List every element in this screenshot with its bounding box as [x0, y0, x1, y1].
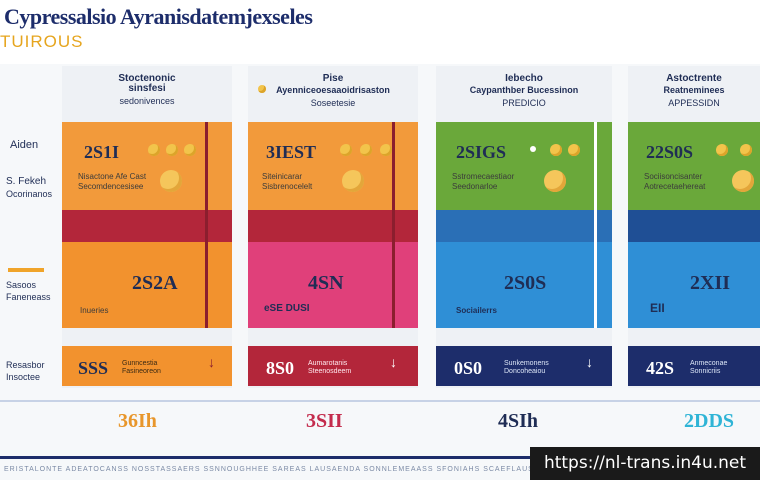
watermark-url: https://nl-trans.in4u.net: [530, 447, 760, 480]
column-1-mid-note: Inueries: [80, 306, 109, 315]
coin-icon: [380, 144, 392, 156]
column-2-divider: [392, 122, 395, 328]
column-3-mid-value: 2S0S: [504, 272, 547, 294]
column-4-band: [628, 210, 760, 242]
coin-icon: [568, 144, 580, 156]
column-4-strip-desc: Anmeconae Sonnicriis: [690, 360, 728, 375]
footer-fine-print: ERISTALONTE ADEATOCANSS NOSSTASSAERS SSN…: [4, 466, 551, 473]
column-4-strip-value: 42S: [646, 358, 675, 378]
column-3-price: 4SIh: [498, 410, 539, 432]
column-3-top-line-1: Sstromecaestiaor: [452, 172, 515, 181]
column-2-title: Pise: [322, 73, 344, 84]
column-3-top-line-2: Seedonarloe: [452, 182, 498, 191]
dot-icon: [530, 146, 536, 152]
column-2-top-line-2: Sisbrenocelelt: [262, 182, 313, 191]
column-2-top-line-1: Siteinicarar: [262, 172, 303, 181]
row-label-3-sub: Faneneass: [6, 292, 51, 302]
column-4-top-line-1: Sociisoncisanter: [644, 172, 703, 181]
column-1-subtitle: sedonivences: [119, 96, 175, 106]
column-4-subtitle-a: Reatneminees: [663, 85, 725, 95]
column-3-strip-desc: Sunkemonens Doncoheaiou: [504, 360, 549, 375]
column-3-top-value: 2SIGS: [456, 142, 507, 162]
column-2-subtitle: Soseetesie: [310, 98, 356, 108]
column-3-subtitle-a: Caypanthber Bucessinon: [469, 85, 579, 95]
column-1-strip-desc: Gunncestia Fasineoreon: [122, 360, 161, 375]
row-label-1: Aiden: [10, 139, 39, 151]
column-4-top-line-2: Aotrecetaehereat: [644, 182, 706, 191]
header: Cypressalsio Ayranisdatemjexseles TUIROU…: [0, 0, 760, 64]
footer-divider: [0, 400, 760, 402]
column-1-top-block: [62, 122, 232, 210]
column-4-strip[interactable]: 42S Anmeconae Sonnicriis: [628, 346, 760, 386]
row-label-3: Sasoos: [6, 280, 37, 290]
page-subtitle: TUIROUS: [0, 32, 84, 51]
coin-icon: [184, 144, 196, 156]
column-3-band: [436, 210, 612, 242]
coin-stack-icon: [732, 170, 754, 192]
column-1-top-value: 2S1I: [84, 142, 120, 162]
column-4-mid-value: 2XII: [690, 272, 731, 294]
column-3-title: Iebecho: [505, 73, 543, 84]
column-2-mid-note: eSE DUSI: [264, 303, 310, 314]
page-title: Cypressalsio Ayranisdatemjexseles: [4, 4, 313, 29]
row-label-4: Resasbor: [6, 360, 45, 370]
coin-icon: [340, 144, 352, 156]
coin-icon: [550, 144, 562, 156]
column-1-strip-value: SSS: [78, 358, 109, 378]
column-2-mid-value: 4SN: [308, 272, 344, 294]
column-2-top-block: [248, 122, 418, 210]
column-1-top-line-1: Nisactone Afe Cast: [78, 172, 147, 181]
column-4-top-value: 22S0S: [646, 142, 694, 162]
row-label-2: S. Fekeh: [6, 176, 47, 187]
column-2-strip-desc: Aumarotanis Steenosdeem: [308, 360, 352, 375]
row-accent-bar: [8, 268, 44, 272]
footer-rule: [0, 456, 760, 459]
row-label-2-sub: Ocorinanos: [6, 189, 53, 199]
column-4-mid-block: [628, 242, 760, 328]
column-1-strip[interactable]: SSS Gunncestia Fasineoreon ↓: [62, 346, 232, 386]
coin-stack-icon: [544, 170, 566, 192]
column-1-band: [62, 210, 232, 242]
coin-icon: [166, 144, 178, 156]
column-4-price: 2DDS: [684, 410, 735, 432]
column-2-top-value: 3IEST: [266, 142, 317, 162]
column-2-subtitle-a: Ayenniceoesaaoidrisaston: [276, 85, 390, 95]
column-4-top-block: [628, 122, 760, 210]
column-2-price: 3SII: [306, 410, 343, 432]
column-1-price: 36Ih: [118, 410, 157, 432]
column-3-mid-note: Sociailerrs: [456, 306, 497, 315]
chevron-down-icon[interactable]: ↓: [208, 354, 215, 370]
column-3-top-block: [436, 122, 612, 210]
coin-icon: [148, 144, 160, 156]
coin-stack-icon: [342, 170, 364, 192]
column-4-subtitle: APPESSIDN: [668, 98, 720, 108]
column-3-mid-block: [436, 242, 612, 328]
column-1-title: Stoctenonic sinsfesi: [118, 73, 176, 94]
coin-icon: [740, 144, 752, 156]
column-3-strip-value: 0S0: [454, 358, 483, 378]
column-4-title: Astoctrente: [666, 73, 722, 84]
coin-stack-icon: [160, 170, 182, 192]
column-3-strip[interactable]: 0S0 Sunkemonens Doncoheaiou ↓: [436, 346, 612, 386]
chevron-down-icon[interactable]: ↓: [586, 354, 593, 370]
info-dot-icon: [258, 85, 266, 93]
column-2-band: [248, 210, 418, 242]
column-3-divider: [594, 122, 597, 328]
column-1-divider: [205, 122, 208, 328]
column-2-strip[interactable]: 8S0 Aumarotanis Steenosdeem ↓: [248, 346, 418, 386]
column-1-mid-block: [62, 242, 232, 328]
column-1-top-line-2: Secomdencesisee: [78, 182, 144, 191]
column-2-mid-block: [248, 242, 418, 328]
coin-icon: [716, 144, 728, 156]
column-3-subtitle: PREDICIO: [502, 98, 546, 108]
column-2-strip-value: 8S0: [266, 358, 295, 378]
chevron-down-icon[interactable]: ↓: [390, 354, 397, 370]
coin-icon: [360, 144, 372, 156]
row-label-4-sub: Insoctee: [6, 372, 41, 382]
column-4-mid-note: EII: [650, 301, 665, 315]
column-1-mid-value: 2S2A: [132, 272, 178, 294]
